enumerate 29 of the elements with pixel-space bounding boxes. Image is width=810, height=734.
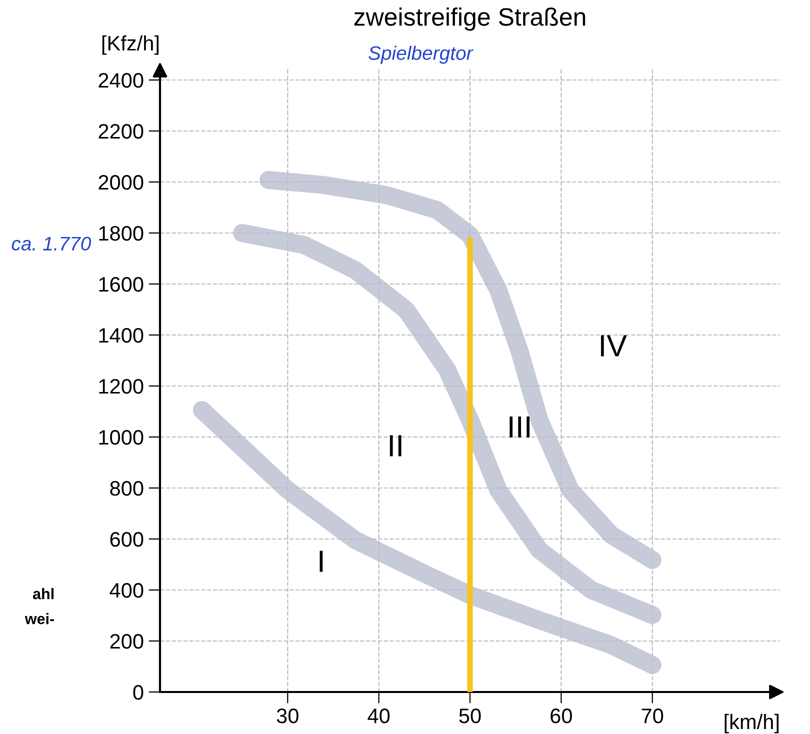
y-tick-label: 1000 bbox=[99, 430, 144, 445]
x-axis-title: [km/h] bbox=[724, 714, 779, 734]
annotation: I bbox=[320, 550, 323, 572]
text: Spielbergtor bbox=[368, 46, 474, 64]
y-axis-title: [Kfz/h] bbox=[102, 35, 159, 55]
annotation: III bbox=[510, 416, 530, 438]
y-tick-label: 1200 bbox=[99, 379, 144, 394]
text: ahl bbox=[32, 588, 54, 600]
annotation: IV bbox=[600, 335, 627, 356]
x-tick-label: 60 bbox=[550, 708, 572, 724]
y-tick-label: 2200 bbox=[98, 124, 144, 139]
chart-title: zweistreifige Straßen bbox=[354, 7, 586, 31]
y-tick-label: 800 bbox=[110, 481, 144, 496]
y-tick-label: 2400 bbox=[98, 73, 144, 88]
x-tick-label: 70 bbox=[642, 708, 664, 724]
y-tick-label: 200 bbox=[110, 634, 144, 649]
x-tick-label: 30 bbox=[276, 708, 298, 724]
text: ca. 1.770 bbox=[12, 236, 92, 251]
x-tick-label: 40 bbox=[368, 708, 390, 724]
y-tick-label: 1400 bbox=[99, 328, 144, 343]
annotation: II bbox=[390, 435, 402, 456]
y-tick-label: 1600 bbox=[99, 277, 144, 292]
x-tick-label: 50 bbox=[459, 708, 481, 724]
y-tick-label: 600 bbox=[110, 532, 144, 547]
y-tick-label: 0 bbox=[133, 685, 144, 700]
y-tick-label: 1800 bbox=[99, 226, 144, 241]
y-tick-label: 2000 bbox=[98, 175, 144, 190]
y-tick-label: 400 bbox=[110, 583, 144, 598]
text: wei- bbox=[24, 613, 54, 624]
